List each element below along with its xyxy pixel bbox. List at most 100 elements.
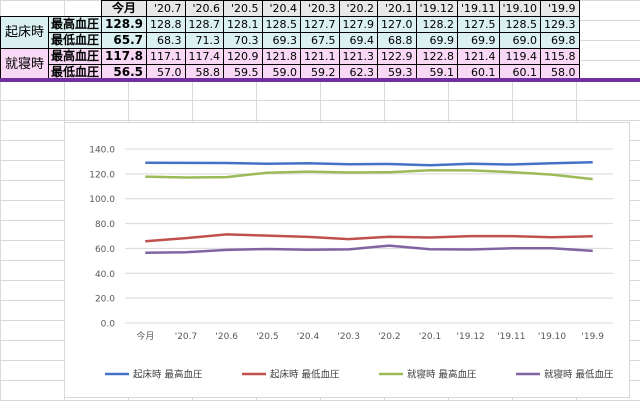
wake-low-row: 最低血圧 65.7 68.3 71.3 70.3 69.3 67.5 69.4 … bbox=[1, 32, 580, 49]
cell-current[interactable]: 56.5 bbox=[101, 64, 147, 81]
cell[interactable]: 59.3 bbox=[377, 64, 417, 81]
header-period[interactable]: '19.10 bbox=[498, 0, 542, 17]
cell[interactable]: 69.3 bbox=[261, 32, 301, 49]
series-line bbox=[145, 169, 593, 181]
header-period[interactable]: '20.1 bbox=[377, 0, 417, 17]
cell[interactable]: 68.3 bbox=[146, 32, 186, 49]
bp-table: 今月 '20.7 '20.6 '20.5 '20.4 '20.3 '20.2 '… bbox=[0, 0, 580, 81]
header-period[interactable]: '19.11 bbox=[457, 0, 500, 17]
legend-label: 就寝時 最低血圧 bbox=[544, 369, 614, 381]
x-tick-label: '20.2 bbox=[378, 332, 401, 342]
x-tick-label: '19.10 bbox=[538, 332, 567, 342]
cell[interactable]: 127.9 bbox=[338, 16, 378, 33]
header-period[interactable]: '20.2 bbox=[338, 0, 378, 17]
row-label[interactable]: 最低血圧 bbox=[48, 32, 103, 49]
header-period[interactable]: '20.7 bbox=[146, 0, 186, 17]
group-label-sleep[interactable]: 就寝時 bbox=[0, 48, 50, 81]
cell[interactable]: 67.5 bbox=[300, 32, 340, 49]
cell[interactable]: 59.0 bbox=[261, 64, 301, 81]
table-bottom-border bbox=[0, 78, 640, 82]
cell[interactable]: 59.2 bbox=[300, 64, 340, 81]
cell[interactable]: 127.5 bbox=[457, 16, 500, 33]
cell[interactable]: 120.9 bbox=[223, 48, 263, 65]
cell[interactable]: 60.1 bbox=[457, 64, 500, 81]
group-label-wake[interactable]: 起床時 bbox=[0, 16, 50, 49]
cell-current[interactable]: 65.7 bbox=[101, 32, 147, 49]
cell-current[interactable]: 117.8 bbox=[101, 48, 147, 65]
cell[interactable]: 117.1 bbox=[146, 48, 186, 65]
series-lines bbox=[145, 161, 593, 255]
header-current[interactable]: 今月 bbox=[101, 0, 147, 17]
cell[interactable]: 119.4 bbox=[498, 48, 542, 65]
header-period[interactable]: '20.6 bbox=[184, 0, 224, 17]
y-tick-label: 40.0 bbox=[95, 270, 115, 280]
x-tick-label: '20.4 bbox=[297, 332, 320, 342]
legend-label: 起床時 最高血圧 bbox=[133, 369, 203, 381]
header-blank bbox=[49, 1, 102, 17]
cell-current[interactable]: 128.9 bbox=[101, 16, 147, 33]
row-label[interactable]: 最高血圧 bbox=[48, 16, 103, 33]
cell[interactable]: 128.8 bbox=[146, 16, 186, 33]
cell[interactable]: 57.0 bbox=[146, 64, 186, 81]
cell[interactable]: 69.9 bbox=[457, 32, 500, 49]
header-period[interactable]: '20.3 bbox=[300, 0, 340, 17]
y-axis-ticks: 0.0 20.0 40.0 60.0 80.0 100.0 120.0 140.0 bbox=[89, 146, 115, 330]
y-tick-label: 20.0 bbox=[95, 295, 115, 305]
cell[interactable]: 128.5 bbox=[261, 16, 301, 33]
y-tick-label: 140.0 bbox=[89, 146, 115, 156]
x-tick-label: '19.11 bbox=[497, 332, 525, 342]
cell[interactable]: 117.4 bbox=[184, 48, 224, 65]
sleep-low-row: 最低血圧 56.5 57.0 58.8 59.5 59.0 59.2 62.3 … bbox=[1, 64, 580, 81]
row-label[interactable]: 最高血圧 bbox=[48, 48, 103, 65]
x-tick-label: '20.6 bbox=[215, 332, 238, 342]
cell[interactable]: 68.8 bbox=[377, 32, 417, 49]
header-row: 今月 '20.7 '20.6 '20.5 '20.4 '20.3 '20.2 '… bbox=[1, 0, 580, 17]
x-tick-label: '20.7 bbox=[175, 332, 198, 342]
series-line bbox=[145, 233, 593, 243]
header-period[interactable]: '20.5 bbox=[223, 0, 263, 17]
cell[interactable]: 121.4 bbox=[457, 48, 500, 65]
header-period[interactable]: '19.9 bbox=[540, 0, 580, 17]
cell[interactable]: 122.8 bbox=[415, 48, 459, 65]
cell[interactable]: 71.3 bbox=[184, 32, 224, 49]
data-table-wrap: 今月 '20.7 '20.6 '20.5 '20.4 '20.3 '20.2 '… bbox=[0, 0, 580, 81]
chart-area[interactable]: 0.0 20.0 40.0 60.0 80.0 100.0 120.0 140.0 今月 '20… bbox=[64, 122, 630, 398]
x-tick-label: '20.5 bbox=[256, 332, 279, 342]
cell[interactable]: 127.7 bbox=[300, 16, 340, 33]
header-period[interactable]: '19.12 bbox=[415, 0, 459, 17]
cell[interactable]: 122.9 bbox=[377, 48, 417, 65]
series-line bbox=[145, 244, 593, 255]
x-tick-label: 今月 bbox=[136, 330, 154, 342]
y-tick-label: 120.0 bbox=[89, 170, 115, 180]
cell[interactable]: 69.8 bbox=[540, 32, 580, 49]
cell[interactable]: 121.1 bbox=[300, 48, 340, 65]
row-label[interactable]: 最低血圧 bbox=[48, 64, 103, 81]
cell[interactable]: 121.3 bbox=[338, 48, 378, 65]
y-tick-label: 0.0 bbox=[101, 320, 116, 330]
cell[interactable]: 115.8 bbox=[540, 48, 580, 65]
cell[interactable]: 129.3 bbox=[540, 16, 580, 33]
chart-grid bbox=[125, 148, 613, 324]
header-period[interactable]: '20.4 bbox=[261, 0, 301, 17]
cell[interactable]: 128.2 bbox=[415, 16, 459, 33]
legend: 起床時 最高血圧 起床時 最低血圧 就寝時 最高血圧 就寝時 最低血圧 bbox=[105, 369, 614, 381]
cell[interactable]: 128.1 bbox=[223, 16, 263, 33]
legend-label: 就寝時 最高血圧 bbox=[407, 369, 477, 381]
header-blank bbox=[1, 1, 49, 17]
cell[interactable]: 128.5 bbox=[498, 16, 542, 33]
cell[interactable]: 121.8 bbox=[261, 48, 301, 65]
y-tick-label: 100.0 bbox=[89, 195, 115, 205]
cell[interactable]: 69.0 bbox=[498, 32, 542, 49]
cell[interactable]: 59.5 bbox=[223, 64, 263, 81]
x-axis-ticks: 今月 '20.7 '20.6 '20.5 '20.4 '20.3 '20.2 '20.1 '19… bbox=[136, 330, 604, 342]
cell[interactable]: 70.3 bbox=[223, 32, 263, 49]
y-tick-label: 80.0 bbox=[95, 220, 115, 230]
cell[interactable]: 58.0 bbox=[540, 64, 580, 81]
x-tick-label: '20.1 bbox=[419, 332, 442, 342]
cell[interactable]: 69.4 bbox=[338, 32, 378, 49]
cell[interactable]: 128.7 bbox=[184, 16, 224, 33]
cell[interactable]: 69.9 bbox=[415, 32, 459, 49]
x-tick-label: '19.12 bbox=[457, 332, 485, 342]
cell[interactable]: 127.0 bbox=[377, 16, 417, 33]
